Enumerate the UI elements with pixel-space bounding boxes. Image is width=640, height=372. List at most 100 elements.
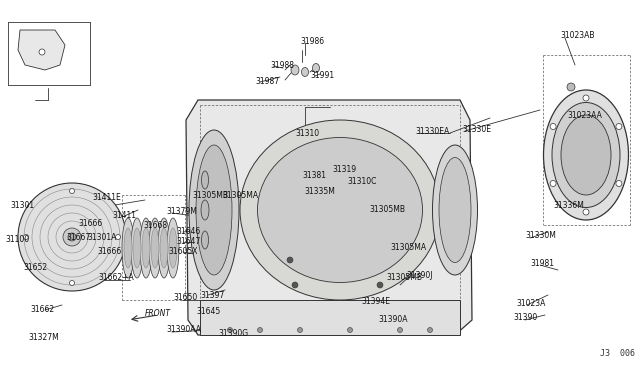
Text: 31330M: 31330M	[525, 231, 556, 240]
Text: 31988: 31988	[270, 61, 294, 70]
Ellipse shape	[142, 228, 150, 268]
Text: 31666: 31666	[97, 247, 121, 257]
Text: 31301A: 31301A	[87, 234, 116, 243]
Ellipse shape	[133, 228, 141, 268]
Ellipse shape	[428, 327, 433, 333]
Text: 31397: 31397	[200, 291, 224, 299]
Ellipse shape	[561, 115, 611, 195]
Text: 31390AA: 31390AA	[166, 326, 201, 334]
Ellipse shape	[70, 280, 74, 285]
Ellipse shape	[68, 233, 76, 241]
Ellipse shape	[189, 130, 239, 290]
Ellipse shape	[550, 124, 556, 129]
Text: 31305MA: 31305MA	[390, 244, 426, 253]
Ellipse shape	[167, 218, 179, 278]
Ellipse shape	[160, 228, 168, 268]
Ellipse shape	[140, 218, 152, 278]
Ellipse shape	[257, 327, 262, 333]
Text: 31330EA: 31330EA	[415, 128, 449, 137]
Ellipse shape	[124, 228, 132, 268]
Text: 31987: 31987	[255, 77, 279, 87]
Text: 31652: 31652	[23, 263, 47, 273]
Text: 31390J: 31390J	[406, 270, 433, 279]
Text: 31650: 31650	[173, 294, 197, 302]
Text: 31394E: 31394E	[361, 298, 390, 307]
Ellipse shape	[543, 90, 628, 220]
Ellipse shape	[196, 145, 232, 275]
Text: 31023AA: 31023AA	[567, 110, 602, 119]
Text: 31666: 31666	[78, 219, 102, 228]
Text: 31981: 31981	[530, 259, 554, 267]
Ellipse shape	[149, 218, 161, 278]
Text: 31319: 31319	[332, 166, 356, 174]
Ellipse shape	[122, 218, 134, 278]
Ellipse shape	[115, 234, 120, 240]
Text: 31991: 31991	[310, 71, 334, 80]
Text: 31986: 31986	[300, 38, 324, 46]
Ellipse shape	[433, 145, 477, 275]
Ellipse shape	[169, 228, 177, 268]
Text: 31305MB: 31305MB	[192, 190, 228, 199]
Text: 31310: 31310	[295, 128, 319, 138]
Text: 31335M: 31335M	[304, 187, 335, 196]
Ellipse shape	[227, 327, 232, 333]
Text: 31647: 31647	[176, 237, 200, 246]
Ellipse shape	[287, 257, 293, 263]
Text: 31310C: 31310C	[347, 177, 376, 186]
Ellipse shape	[397, 327, 403, 333]
Text: 31379M: 31379M	[166, 208, 197, 217]
Ellipse shape	[201, 200, 209, 220]
Ellipse shape	[583, 95, 589, 101]
Text: 31662+A: 31662+A	[98, 273, 134, 282]
Polygon shape	[18, 30, 65, 70]
Text: 31327M: 31327M	[28, 334, 59, 343]
Ellipse shape	[70, 189, 74, 193]
Ellipse shape	[439, 157, 471, 263]
Ellipse shape	[616, 124, 622, 129]
Text: FRONT: FRONT	[145, 310, 171, 318]
Text: 31305MB: 31305MB	[386, 273, 422, 282]
Ellipse shape	[552, 103, 620, 208]
Polygon shape	[200, 300, 460, 335]
Ellipse shape	[292, 282, 298, 288]
Ellipse shape	[24, 234, 29, 240]
Text: 31305MA: 31305MA	[222, 190, 258, 199]
Text: 31667: 31667	[66, 234, 90, 243]
Text: 31411E: 31411E	[92, 193, 121, 202]
Text: 31646: 31646	[176, 227, 200, 235]
Ellipse shape	[550, 180, 556, 186]
Text: 31390: 31390	[513, 314, 537, 323]
Text: 31330E: 31330E	[462, 125, 491, 135]
Text: 31023A: 31023A	[516, 298, 545, 308]
Text: 31023AB: 31023AB	[560, 31, 595, 39]
Text: 31390G: 31390G	[218, 330, 248, 339]
Text: 31381: 31381	[302, 170, 326, 180]
Ellipse shape	[377, 282, 383, 288]
Ellipse shape	[39, 49, 45, 55]
Ellipse shape	[583, 209, 589, 215]
Text: 31390A: 31390A	[378, 315, 408, 324]
Ellipse shape	[63, 228, 81, 246]
Ellipse shape	[158, 218, 170, 278]
Ellipse shape	[567, 83, 575, 91]
Text: 31100: 31100	[5, 235, 29, 244]
Ellipse shape	[131, 218, 143, 278]
Text: 31668: 31668	[143, 221, 167, 230]
Ellipse shape	[616, 180, 622, 186]
Ellipse shape	[348, 327, 353, 333]
Text: 31662: 31662	[30, 305, 54, 314]
Ellipse shape	[312, 64, 319, 73]
Ellipse shape	[298, 327, 303, 333]
Ellipse shape	[301, 67, 308, 77]
Ellipse shape	[240, 120, 440, 300]
Ellipse shape	[18, 183, 126, 291]
Text: 31605X: 31605X	[168, 247, 198, 257]
Ellipse shape	[291, 65, 299, 75]
Polygon shape	[186, 100, 472, 335]
Text: 31336M: 31336M	[553, 201, 584, 209]
Ellipse shape	[151, 228, 159, 268]
Text: J3  006: J3 006	[600, 349, 635, 358]
Text: 31411: 31411	[112, 211, 136, 219]
Text: 31305MB: 31305MB	[369, 205, 405, 215]
Ellipse shape	[202, 231, 209, 249]
